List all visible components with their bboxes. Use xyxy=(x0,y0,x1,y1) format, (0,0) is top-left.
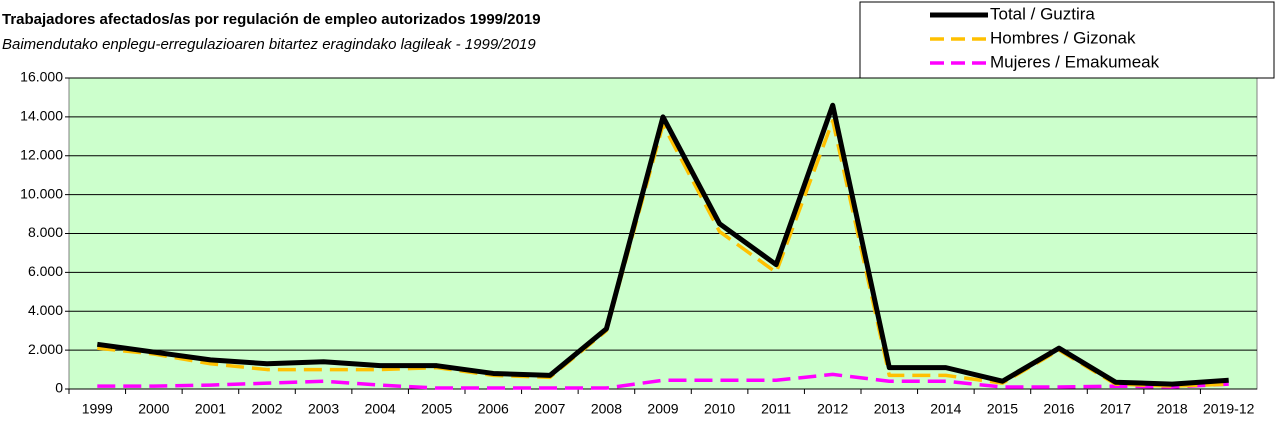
x-tick-label: 2008 xyxy=(591,401,622,417)
x-tick-label: 2012 xyxy=(817,401,848,417)
x-tick-label: 1999 xyxy=(82,401,113,417)
legend-box xyxy=(859,1,1275,79)
y-tick-label: 0 xyxy=(55,380,63,396)
series-line xyxy=(97,372,1229,390)
x-tick-label: 2001 xyxy=(195,401,226,417)
legend-label: Mujeres / Emakumeak xyxy=(990,52,1160,71)
x-tick-label: 2014 xyxy=(930,401,961,417)
y-tick-label: 14.000 xyxy=(20,108,63,124)
series-line xyxy=(96,102,1229,387)
x-tick-label: 2019-12 xyxy=(1203,401,1255,417)
x-tick-label: 2013 xyxy=(874,401,905,417)
y-tick-label: 16.000 xyxy=(20,69,63,85)
y-tick-label: 2.000 xyxy=(28,341,63,357)
x-tick-label: 2015 xyxy=(987,401,1018,417)
legend-label: Total / Guztira xyxy=(990,4,1095,23)
chart-subtitle: Baimendutako enplegu-erregulazioaren bit… xyxy=(2,36,536,53)
x-tick-label: 2004 xyxy=(365,401,396,417)
x-tick-label: 2000 xyxy=(138,401,169,417)
y-tick-label: 12.000 xyxy=(20,146,63,162)
y-tick-label: 4.000 xyxy=(28,302,63,318)
y-tick-label: 10.000 xyxy=(20,185,63,201)
y-tick-label: 8.000 xyxy=(28,224,63,240)
chart-title: Trabajadores afectados/as por regulación… xyxy=(2,11,541,28)
x-tick-label: 2003 xyxy=(308,401,339,417)
x-tick-label: 2007 xyxy=(534,401,565,417)
y-tick-label: 6.000 xyxy=(28,263,63,279)
x-tick-label: 2017 xyxy=(1100,401,1131,417)
x-tick-label: 2002 xyxy=(251,401,282,417)
legend-label: Hombres / Gizonak xyxy=(990,28,1136,47)
x-tick-label: 2011 xyxy=(761,401,791,417)
x-tick-label: 2009 xyxy=(647,401,678,417)
x-tick-label: 2010 xyxy=(704,401,735,417)
x-tick-label: 2016 xyxy=(1043,401,1074,417)
x-tick-label: 2006 xyxy=(478,401,509,417)
x-tick-label: 2018 xyxy=(1157,401,1188,417)
x-tick-label: 2005 xyxy=(421,401,452,417)
